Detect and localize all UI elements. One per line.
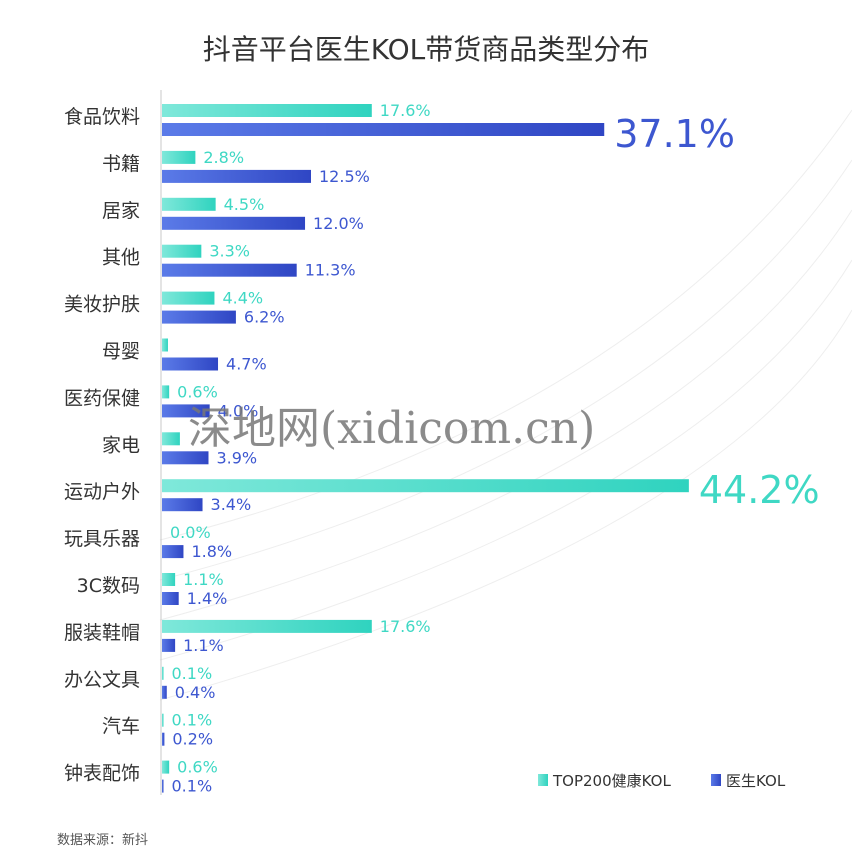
category-label: 母婴: [102, 341, 140, 363]
category-label: 书籍: [102, 153, 140, 175]
bar-doctor: [162, 545, 184, 559]
data-label-top200: 0.1%: [172, 664, 213, 683]
data-label-doctor: 4.7%: [226, 355, 267, 374]
data-label-top200: 4.5%: [224, 195, 265, 214]
bar-top200: [162, 573, 176, 586]
bar-doctor: [162, 779, 164, 793]
chart-title: 抖音平台医生KOL带货商品类型分布: [203, 33, 649, 66]
data-label-doctor: 0.2%: [172, 730, 213, 749]
data-label-doctor: 12.5%: [319, 167, 370, 186]
bar-top200: [162, 385, 170, 399]
bar-top200: [162, 150, 196, 164]
data-label-top200: 3.3%: [209, 242, 250, 261]
legend-label-top200: TOP200健康KOL: [552, 772, 671, 790]
bar-doctor: [162, 216, 306, 230]
data-label-doctor: 0.4%: [175, 683, 216, 702]
bar-top200: [162, 713, 164, 727]
bar-doctor: [162, 638, 176, 652]
bar-top200: [162, 479, 689, 493]
data-label-doctor: 1.8%: [191, 542, 232, 561]
bar-top200: [162, 338, 168, 352]
data-label-doctor: 11.3%: [305, 261, 356, 280]
category-label: 家电: [102, 434, 140, 456]
data-label-doctor: 37.1%: [614, 112, 735, 156]
bar-doctor: [162, 404, 210, 418]
category-label: 食品饮料: [64, 106, 140, 128]
bar-doctor: [162, 592, 179, 605]
category-label: 居家: [102, 200, 140, 222]
bar-doctor: [162, 123, 605, 136]
bar-top200: [162, 291, 215, 305]
data-label-top200: 0.1%: [172, 711, 213, 730]
data-label-top200: 1.1%: [183, 570, 224, 589]
background-decoration: [159, 109, 852, 701]
bar-doctor: [162, 357, 219, 371]
bar-top200: [162, 666, 164, 680]
legend-swatch-doctor: [711, 774, 721, 786]
data-label-doctor: 1.4%: [187, 589, 228, 608]
category-label: 服装鞋帽: [64, 622, 140, 644]
data-label-top200: 2.8%: [203, 148, 244, 167]
bar-top200: [162, 104, 372, 117]
source-note: 数据来源：新抖: [57, 832, 148, 848]
bars-layer: 食品饮料 17.6% 37.1% 书籍 2.8% 12.5% 居家 4.5% 12.0% 其他 3.…: [64, 101, 820, 796]
legend-label-doctor: 医生KOL: [726, 772, 786, 790]
bar-doctor: [162, 732, 165, 746]
data-label-top200: 0.6%: [177, 382, 218, 401]
data-label-doctor: 6.2%: [244, 308, 285, 327]
data-label-top200: 4.4%: [222, 289, 263, 308]
data-label-doctor: 4.0%: [218, 401, 259, 420]
bar-doctor: [162, 685, 167, 699]
bar-doctor: [162, 451, 209, 465]
data-label-top200: 17.6%: [380, 617, 431, 636]
legend: TOP200健康KOL 医生KOL: [538, 772, 786, 790]
bar-top200: [162, 619, 372, 633]
data-label-doctor: 12.0%: [313, 214, 364, 233]
bar-doctor: [162, 310, 236, 324]
category-label: 医药保健: [64, 387, 140, 409]
bar-top200: [162, 760, 170, 774]
bar-doctor: [162, 263, 297, 277]
category-label: 玩具乐器: [64, 528, 140, 550]
bar-top200: [162, 197, 216, 211]
data-label-doctor: 3.9%: [216, 448, 257, 467]
data-label-doctor: 3.4%: [211, 495, 252, 514]
data-label-top200: 17.6%: [380, 101, 431, 120]
data-label-doctor: 1.1%: [183, 636, 224, 655]
data-label-doctor: 0.1%: [172, 777, 213, 796]
bar-doctor: [162, 498, 203, 512]
category-label: 其他: [102, 247, 140, 269]
category-label: 办公文具: [64, 669, 140, 691]
legend-swatch-top200: [538, 774, 548, 786]
bar-doctor: [162, 169, 311, 183]
category-label: 运动户外: [64, 481, 140, 503]
data-label-top200: 0.6%: [177, 758, 218, 777]
bar-top200: [162, 244, 202, 258]
category-label: 钟表配饰: [64, 763, 140, 785]
category-label: 汽车: [102, 716, 140, 738]
data-label-top200: 0.0%: [170, 523, 211, 542]
category-label: 3C数码: [77, 575, 140, 597]
watermark: 深地网(xidicom.cn): [188, 403, 595, 454]
data-label-top200: 44.2%: [699, 468, 820, 512]
bar-top200: [162, 432, 180, 446]
category-label: 美妆护肤: [64, 294, 140, 316]
